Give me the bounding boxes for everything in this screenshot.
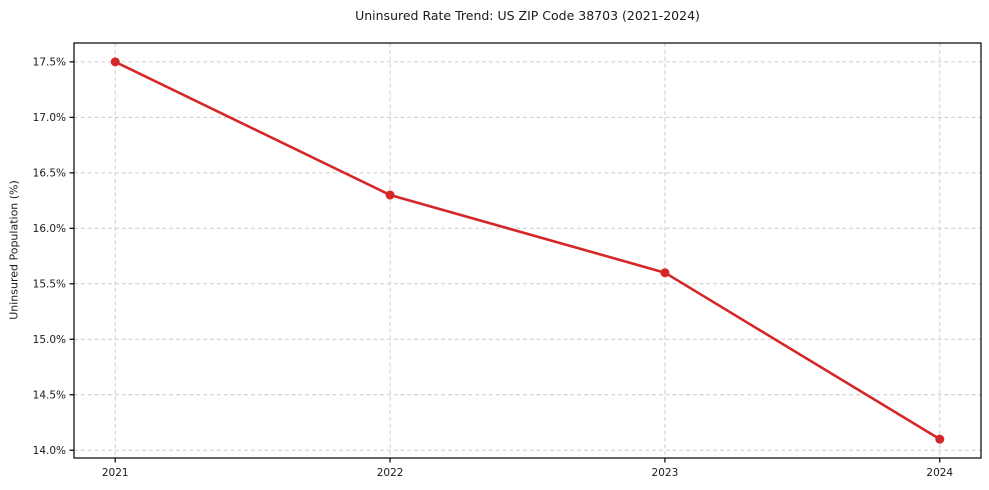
y-tick-label: 14.5% xyxy=(33,390,66,402)
data-point-marker xyxy=(935,434,945,444)
y-tick-label: 14.0% xyxy=(33,445,66,457)
data-line xyxy=(113,60,942,441)
y-tick-label: 16.5% xyxy=(33,168,66,180)
y-tick-label: 17.0% xyxy=(33,112,66,124)
chart-title: Uninsured Rate Trend: US ZIP Code 38703 … xyxy=(355,8,700,23)
data-point-marker xyxy=(385,190,395,200)
x-tick-label: 2024 xyxy=(926,467,953,479)
y-tick-label: 15.0% xyxy=(33,334,66,346)
y-tick-label: 16.0% xyxy=(33,223,66,235)
y-tick-label: 15.5% xyxy=(33,279,66,291)
data-point-marker xyxy=(110,57,120,67)
x-tick-label: 2022 xyxy=(377,467,404,479)
data-point-marker xyxy=(660,268,670,278)
x-tick-label: 2023 xyxy=(652,467,679,479)
y-tick-label: 17.5% xyxy=(33,57,66,69)
x-tick-label: 2021 xyxy=(102,467,129,479)
plot-border xyxy=(73,42,982,459)
